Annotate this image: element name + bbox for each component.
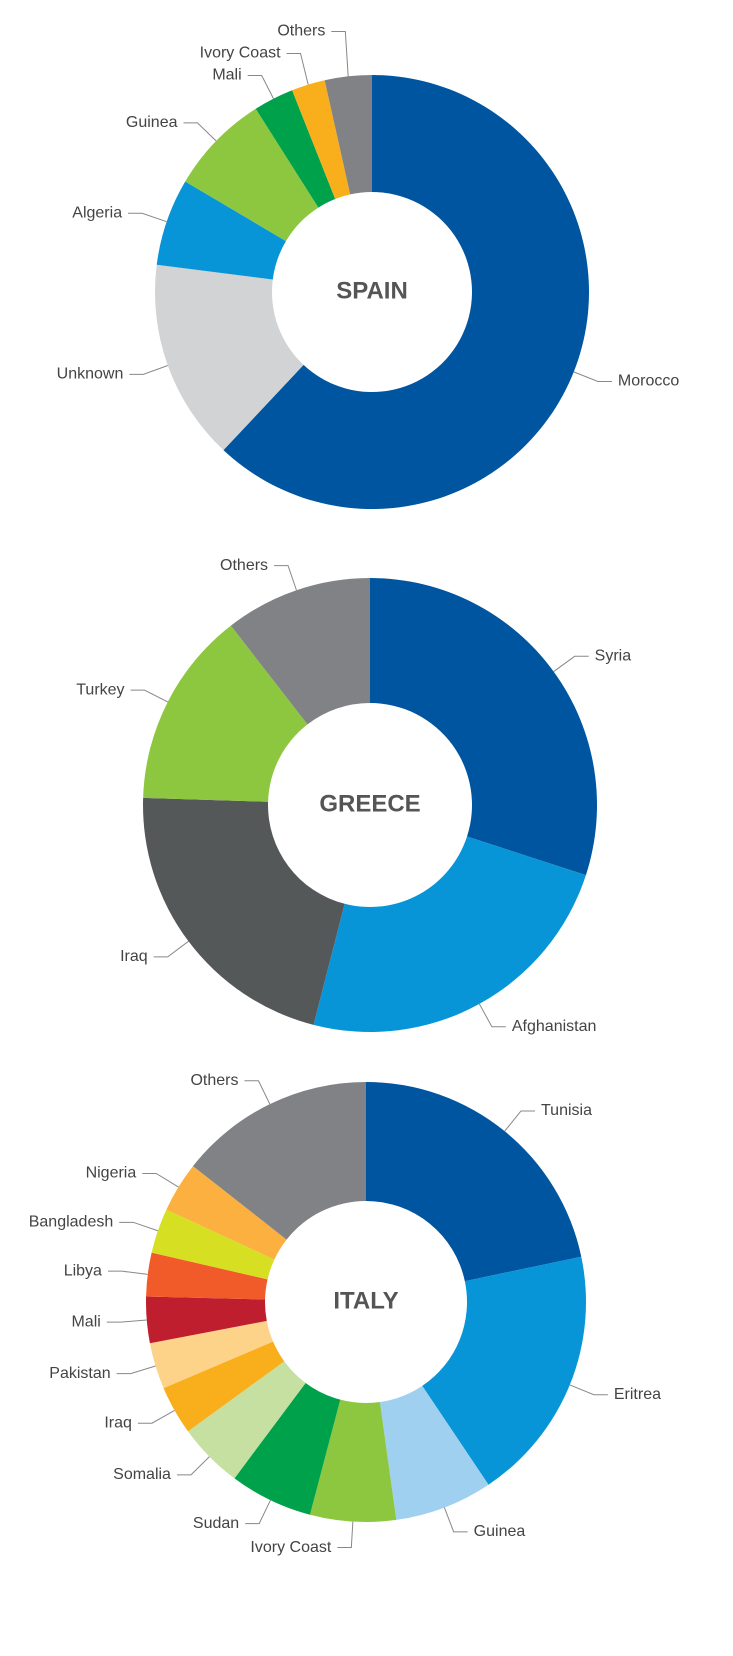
slice (143, 797, 345, 1025)
leader-line (553, 655, 589, 672)
slice (146, 1252, 268, 1300)
slice-label: Ivory Coast (200, 45, 281, 62)
leader-line (176, 1456, 210, 1476)
slice (156, 181, 286, 280)
slice-label: Others (277, 23, 325, 40)
slice (255, 90, 336, 208)
slice-label: Tunisia (541, 1102, 592, 1119)
leader-line (142, 1172, 179, 1188)
slice-label: Iraq (120, 948, 148, 965)
slice-label: Guinea (474, 1523, 526, 1540)
leader-line (245, 1499, 271, 1525)
slice-label: Turkey (76, 681, 124, 698)
slice-label: Nigeria (86, 1165, 137, 1182)
slice (309, 1399, 397, 1522)
slice (143, 625, 308, 802)
slice (313, 836, 586, 1032)
leader-line (137, 1409, 175, 1424)
leader-line (573, 371, 612, 382)
slice-label: Sudan (193, 1515, 239, 1532)
slice-label: Morocco (618, 373, 679, 390)
slice (370, 578, 597, 876)
slice-label: Somalia (113, 1466, 171, 1483)
slice-label: Unknown (57, 366, 124, 383)
leader-line (337, 1521, 354, 1549)
leader-line (244, 1080, 271, 1105)
leader-line (247, 74, 274, 99)
donut-chart: Syria Afghanistan Iraq Turkey Others GREECE (76, 557, 631, 1035)
slice (292, 80, 351, 200)
slice (145, 1296, 267, 1344)
leader-line (153, 940, 189, 958)
chart-title: GREECE (319, 790, 420, 817)
slice (324, 75, 372, 195)
slice-label: Libya (64, 1262, 102, 1279)
slice (166, 1166, 287, 1260)
leader-line (504, 1110, 536, 1132)
leader-line (116, 1365, 156, 1375)
slice-label: Pakistan (49, 1365, 110, 1382)
slice (230, 578, 370, 725)
slice (234, 1382, 341, 1515)
slice (193, 1082, 366, 1240)
leader-line (106, 1319, 147, 1323)
leader-line (274, 565, 297, 591)
slice-label: Others (220, 557, 268, 574)
slice-label: Algeria (72, 205, 122, 222)
slice-label: Ivory Coast (250, 1539, 331, 1556)
slice-label: Iraq (104, 1414, 132, 1431)
slice (366, 1082, 582, 1282)
slice (188, 1361, 306, 1479)
slice-label: Eritrea (614, 1386, 661, 1403)
leader-line (183, 122, 217, 142)
leader-line (130, 689, 168, 703)
leader-line (119, 1221, 159, 1232)
leader-line (107, 1270, 148, 1275)
donut-chart: Morocco Unknown Algeria Guinea Mali Ivory Coa… (57, 23, 679, 509)
leader-line (569, 1384, 608, 1396)
leader-line (129, 365, 168, 375)
slice-label: Mali (71, 1313, 100, 1330)
slice-label: Mali (212, 67, 241, 84)
slice-label: Bangladesh (29, 1214, 114, 1231)
slice-label: Syria (595, 648, 632, 665)
slice-label: Afghanistan (512, 1018, 597, 1035)
leader-line (478, 1003, 506, 1028)
slice (379, 1385, 489, 1520)
leader-line (286, 52, 309, 85)
slice (223, 75, 590, 509)
slice (151, 1209, 275, 1280)
leader-line (443, 1507, 468, 1533)
slice (185, 108, 319, 242)
slice (163, 1341, 285, 1432)
donut-chart: Tunisia Eritrea Guinea Ivory Coast Sudan Soma… (29, 1072, 661, 1556)
slice-label: Others (190, 1072, 238, 1089)
leader-line (331, 30, 349, 77)
slice (154, 264, 304, 451)
chart-title: SPAIN (336, 277, 408, 304)
chart-title: ITALY (333, 1287, 398, 1314)
leader-line (128, 212, 167, 223)
slice (422, 1256, 586, 1485)
slice (149, 1320, 274, 1389)
slice-label: Guinea (126, 114, 178, 131)
